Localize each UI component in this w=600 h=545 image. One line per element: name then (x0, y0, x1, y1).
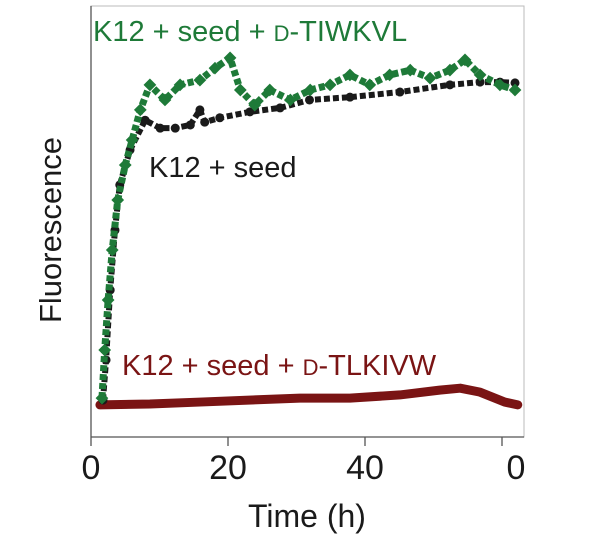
data-point (173, 78, 187, 92)
series-label-tlkivw: K12 + seed + D-TLKIVW (122, 350, 437, 382)
data-point (95, 391, 109, 405)
data-point (423, 71, 437, 85)
data-point (111, 193, 125, 207)
data-point (223, 51, 237, 65)
data-point (155, 123, 165, 133)
series-0 (95, 51, 522, 405)
data-point (510, 78, 520, 88)
data-point (200, 117, 210, 127)
data-point (193, 73, 207, 87)
data-point (275, 103, 285, 113)
data-point (305, 95, 315, 105)
data-point (283, 93, 297, 107)
data-point (395, 87, 405, 97)
x-axis-label: Time (h) (248, 498, 366, 534)
data-point (245, 107, 255, 117)
data-point (185, 120, 195, 130)
data-point (233, 83, 247, 97)
data-point (508, 83, 522, 97)
data-point (143, 78, 157, 92)
data-point (383, 68, 397, 82)
series-line (95, 383, 523, 410)
data-point (493, 78, 507, 92)
data-point (303, 83, 317, 97)
data-point (473, 68, 487, 82)
data-point (443, 63, 457, 77)
data-point (343, 68, 357, 82)
data-point (105, 243, 119, 257)
series-line (98, 54, 517, 399)
data-point (195, 105, 205, 115)
x-tick-label: 20 (209, 449, 247, 487)
data-point (363, 78, 377, 92)
data-point (140, 115, 150, 125)
data-point (345, 92, 355, 102)
x-tick-label: 0 (507, 449, 526, 487)
data-point (215, 113, 225, 123)
x-tick-label: 0 (82, 449, 101, 487)
data-point (118, 158, 132, 172)
data-point (403, 63, 417, 77)
data-point (458, 53, 472, 67)
data-point (323, 78, 337, 92)
data-point (170, 123, 180, 133)
data-point (263, 83, 277, 97)
data-point (208, 61, 222, 75)
data-point (98, 343, 112, 357)
data-point (158, 93, 172, 107)
series-label-seed: K12 + seed (149, 152, 297, 184)
x-tick-label: 40 (346, 449, 384, 487)
data-point (445, 80, 455, 90)
data-point (248, 98, 262, 112)
series-label-tiwkvl: K12 + seed + D-TIWKVL (93, 16, 407, 48)
y-axis-label: Fluorescence (33, 137, 68, 323)
data-point (133, 103, 147, 117)
data-point (101, 293, 115, 307)
series-2 (95, 383, 523, 410)
